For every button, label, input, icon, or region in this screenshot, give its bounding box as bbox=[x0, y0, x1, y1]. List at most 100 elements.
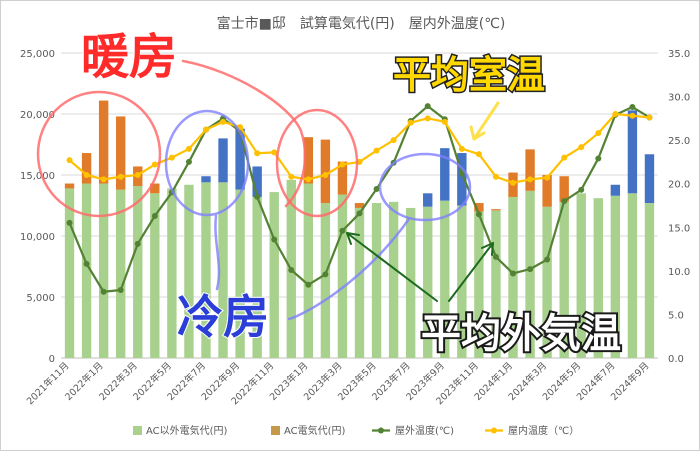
bar-ac bbox=[627, 110, 638, 194]
legend-label: 屋外温度(℃) bbox=[395, 424, 454, 437]
annotation-overlays bbox=[36, 59, 500, 321]
outdoor-temp-point bbox=[629, 104, 636, 111]
indoor-temp-point bbox=[510, 179, 517, 186]
cooling-circle bbox=[214, 214, 221, 291]
bar-non-ac bbox=[337, 194, 348, 358]
cooling-circle bbox=[164, 109, 250, 217]
bar-non-ac bbox=[627, 193, 638, 358]
outdoor-temp-point bbox=[492, 253, 499, 260]
outdoor-temp-point bbox=[578, 186, 585, 193]
line-series bbox=[66, 103, 653, 295]
bar-non-ac bbox=[457, 205, 467, 358]
bar-ac bbox=[98, 100, 109, 184]
indoor-temp-point bbox=[544, 174, 551, 181]
outdoor-temp-point bbox=[66, 219, 73, 226]
bar-non-ac bbox=[116, 189, 126, 358]
bar-ac bbox=[201, 176, 211, 183]
bar-non-ac bbox=[354, 207, 365, 358]
bar-ac bbox=[150, 183, 160, 194]
outdoor-temp-point bbox=[83, 260, 90, 267]
heating-circle bbox=[275, 108, 359, 218]
cooling-label: 冷房 bbox=[177, 290, 269, 344]
bar-ac bbox=[423, 193, 433, 207]
y-right-tick-label: 25.0 bbox=[668, 136, 690, 147]
bar-non-ac bbox=[593, 198, 603, 358]
indoor-temp-point bbox=[646, 114, 653, 121]
bar-non-ac bbox=[508, 196, 518, 358]
indoor-arrow bbox=[469, 125, 486, 141]
heating-circle bbox=[181, 59, 307, 208]
indoor-temp-point bbox=[254, 150, 261, 157]
outdoor-temp-point bbox=[475, 211, 482, 218]
bar-ac bbox=[457, 153, 467, 206]
outdoor-temp-point bbox=[100, 288, 107, 295]
bar-ac bbox=[218, 138, 228, 183]
bar-non-ac bbox=[491, 210, 501, 358]
indoor-temp-point bbox=[134, 172, 141, 178]
bar-ac bbox=[559, 176, 569, 202]
indoor-temp-point bbox=[168, 154, 175, 161]
x-axis: 2021年11月2022年1月2022年3月2022年5月2022年7月2022… bbox=[24, 360, 652, 408]
outdoor-temp-point bbox=[254, 193, 261, 200]
bar-non-ac bbox=[388, 201, 399, 358]
indoor-temp-point bbox=[83, 172, 90, 178]
y-left-tick-label: 5,000 bbox=[26, 293, 55, 304]
bar-non-ac bbox=[218, 182, 228, 358]
y-right-tick-label: 35.0 bbox=[668, 49, 690, 60]
bar-non-ac bbox=[576, 193, 586, 358]
legend-swatch bbox=[271, 426, 280, 435]
y-right-tick-label: 10.0 bbox=[668, 267, 690, 278]
chart-title: 富士市■邸 試算電気代(円) 屋内外温度(℃) bbox=[217, 15, 506, 32]
cooling-circle bbox=[378, 152, 472, 222]
outdoor-temp-point bbox=[595, 155, 602, 162]
bar-non-ac bbox=[201, 182, 211, 358]
bar-non-ac bbox=[303, 183, 314, 358]
bar-ac bbox=[252, 166, 262, 197]
bar-non-ac bbox=[525, 190, 535, 358]
indoor-temp-point bbox=[220, 118, 227, 125]
indoor-temp-point bbox=[185, 145, 192, 152]
y-left-tick-label: 15,000 bbox=[20, 171, 55, 182]
y-right-axis: 0.0 5.0 10.0 15.0 20.0 25.0 30.0 35.0 bbox=[668, 49, 690, 365]
bar-ac bbox=[610, 184, 621, 196]
outdoor-temp-point bbox=[271, 236, 278, 243]
avg-indoor-label: 平均室温 bbox=[393, 53, 545, 97]
indoor-temp-point bbox=[561, 154, 568, 161]
bar-non-ac bbox=[98, 183, 109, 358]
bar-ac bbox=[474, 203, 484, 212]
outdoor-temp-point bbox=[185, 158, 192, 165]
outdoor-temp-point bbox=[117, 287, 124, 294]
avg-outdoor-label: 平均外気温 bbox=[421, 311, 621, 357]
bar-non-ac bbox=[235, 189, 245, 358]
outdoor-temp-point bbox=[373, 185, 380, 192]
bar-series bbox=[64, 100, 655, 358]
bar-ac bbox=[644, 154, 655, 204]
outdoor-arrow-1 bbox=[346, 232, 438, 302]
outdoor-temp-point bbox=[305, 281, 312, 288]
indoor-temp-point bbox=[475, 151, 482, 158]
indoor-temp-point bbox=[578, 144, 585, 151]
outdoor-temp-point bbox=[544, 256, 551, 263]
bar-non-ac bbox=[150, 193, 160, 358]
y-right-tick-label: 20.0 bbox=[668, 180, 690, 191]
bar-ac bbox=[235, 128, 245, 190]
outdoor-temp-point bbox=[151, 212, 158, 219]
x-tick-label: 2021年11月 bbox=[24, 360, 72, 408]
bar-non-ac bbox=[184, 184, 194, 358]
outdoor-arrow-2 bbox=[481, 242, 494, 256]
y-right-tick-label: 0.0 bbox=[668, 354, 684, 365]
bar-non-ac bbox=[167, 188, 177, 358]
bar-non-ac bbox=[320, 203, 331, 358]
indoor-temp-point bbox=[612, 111, 619, 117]
outdoor-temp-point bbox=[424, 103, 431, 110]
indoor-temp-point bbox=[527, 176, 534, 183]
indoor-temp-point bbox=[492, 173, 499, 180]
indoor-temp-point bbox=[390, 137, 397, 144]
indoor-temp-point bbox=[424, 115, 431, 122]
indoor-temp-point bbox=[66, 157, 73, 164]
outdoor-temp-point bbox=[527, 266, 534, 273]
bar-non-ac bbox=[440, 200, 450, 358]
indoor-temp-point bbox=[117, 173, 124, 180]
